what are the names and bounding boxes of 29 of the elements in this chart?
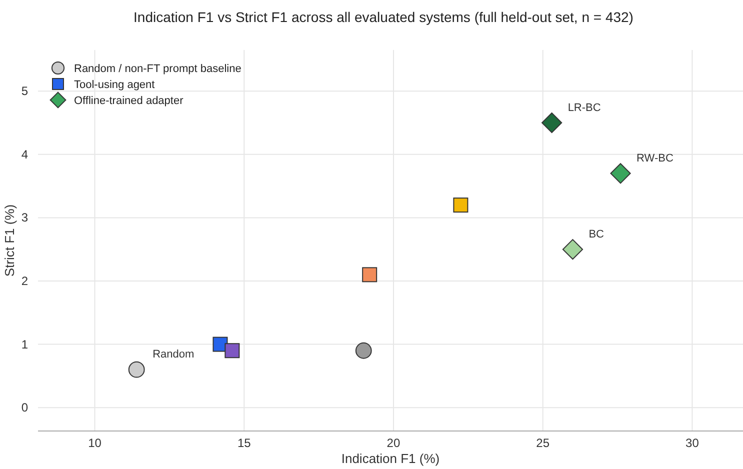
legend-label: Tool-using agent bbox=[74, 79, 155, 91]
annotation: LR-BC bbox=[568, 102, 601, 114]
legend-label: Random / non-FT prompt baseline bbox=[74, 63, 242, 75]
x-tick-label: 30 bbox=[686, 436, 700, 450]
annotation: RW-BC bbox=[636, 152, 674, 164]
y-axis-title: Strict F1 (%) bbox=[2, 204, 17, 277]
annotation: BC bbox=[588, 228, 604, 240]
x-axis-title: Indication F1 (%) bbox=[341, 451, 440, 466]
point bbox=[362, 267, 378, 282]
y-tick-label: 3 bbox=[21, 210, 28, 225]
y-tick-label: 1 bbox=[21, 337, 28, 352]
x-tick-label: 15 bbox=[237, 436, 252, 450]
legend-label: Offline-trained adapter bbox=[74, 95, 184, 107]
x-tick-label: 20 bbox=[386, 436, 400, 450]
x-tick-label: 25 bbox=[536, 436, 550, 450]
point bbox=[453, 198, 468, 213]
y-tick-label: 5 bbox=[21, 84, 28, 98]
point bbox=[542, 112, 562, 134]
point bbox=[355, 342, 372, 359]
point bbox=[224, 343, 240, 358]
point bbox=[610, 163, 631, 184]
point bbox=[562, 239, 584, 260]
x-tick-label: 10 bbox=[88, 436, 102, 450]
y-tick-label: 2 bbox=[21, 274, 28, 288]
point bbox=[128, 361, 145, 378]
annotation: Random bbox=[152, 348, 194, 361]
y-tick-label: 4 bbox=[21, 147, 28, 162]
chart-title: Indication F1 vs Strict F1 across all evaluated systems (full held-out set, n = 432) bbox=[134, 9, 634, 25]
y-tick-label: 0 bbox=[21, 400, 28, 415]
